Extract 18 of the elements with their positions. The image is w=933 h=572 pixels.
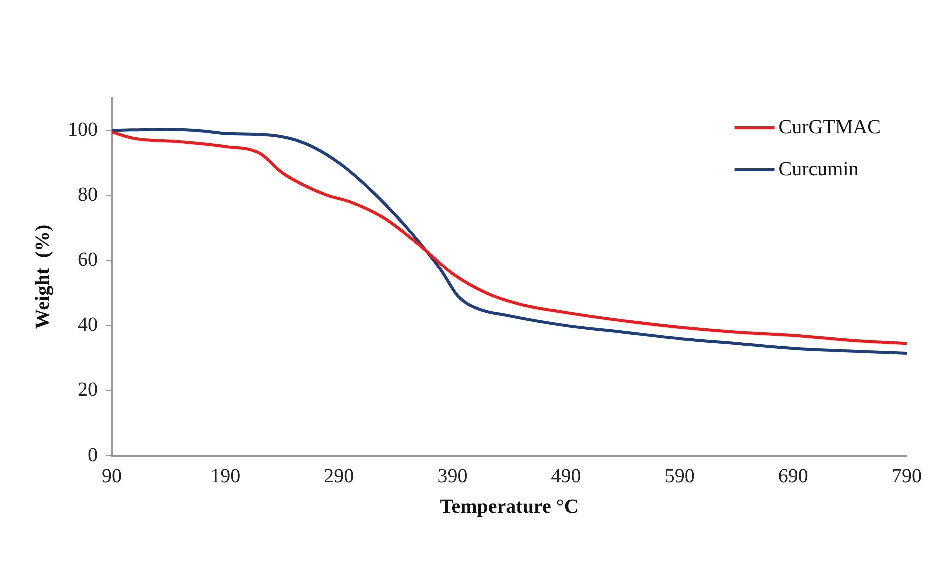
x-tick-label: 590 (664, 465, 695, 488)
x-axis-title: Temperature °C (440, 496, 579, 518)
x-tick-label: 490 (551, 465, 582, 488)
x-tick-label: 290 (324, 465, 354, 488)
x-tick-label: 90 (102, 465, 122, 488)
y-tick-label: 100 (68, 118, 98, 141)
y-tick-label: 80 (78, 184, 98, 206)
x-tick-label: 790 (892, 465, 922, 488)
y-tick-label: 60 (78, 248, 98, 271)
x-tick-label: 690 (778, 465, 808, 488)
legend-label: CurGTMAC (778, 116, 882, 138)
y-tick-label: 0 (88, 444, 98, 466)
y-tick-label: 40 (78, 314, 98, 336)
x-tick-label: 190 (210, 465, 241, 488)
legend-label: Curcumin (778, 158, 859, 180)
x-tick-label: 390 (438, 465, 468, 488)
y-axis-title: Weight (%) (32, 224, 54, 330)
y-tick-label: 20 (78, 379, 98, 402)
